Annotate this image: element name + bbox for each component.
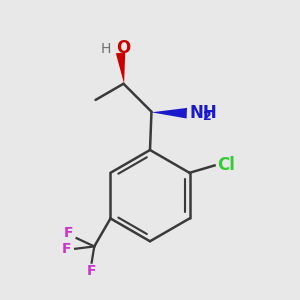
Text: F: F [62, 242, 72, 256]
Polygon shape [116, 52, 125, 84]
Text: F: F [87, 264, 96, 278]
Text: H: H [100, 42, 111, 56]
Text: NH: NH [189, 104, 217, 122]
Text: Cl: Cl [218, 157, 236, 175]
Text: O: O [116, 39, 130, 57]
Polygon shape [152, 108, 187, 119]
Text: 2: 2 [203, 110, 212, 123]
Text: F: F [64, 226, 73, 241]
